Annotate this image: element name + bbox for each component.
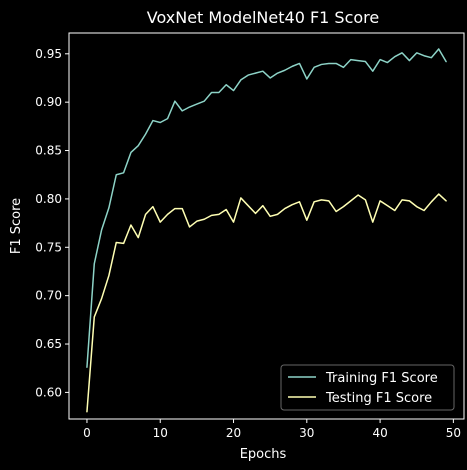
x-tick-label: 50 [446,426,461,440]
y-tick-label: 0.65 [35,337,62,351]
chart-title: VoxNet ModelNet40 F1 Score [147,8,380,27]
x-tick-label: 40 [372,426,387,440]
y-tick-label: 0.90 [35,95,62,109]
series-line-training [86,48,447,368]
y-axis: 0.60 0.65 0.70 0.75 0.80 0.85 0.90 0.95 [35,47,69,399]
y-tick-label: 0.70 [35,289,62,303]
x-axis: 0 10 20 30 40 50 [83,419,461,440]
plot-frame [68,32,465,420]
y-axis-label: F1 Score [9,198,24,254]
x-axis-label: Epochs [240,447,287,462]
y-tick-label: 0.75 [35,240,62,254]
x-tick-label: 20 [226,426,241,440]
legend-box [280,364,455,411]
y-tick-label: 0.80 [35,192,62,206]
plot-lines [86,48,447,413]
y-tick-label: 0.95 [35,47,62,61]
y-tick-label: 0.85 [35,144,62,158]
x-tick-label: 10 [153,426,168,440]
y-tick-label: 0.60 [35,385,62,399]
legend: Training F1 Score Testing F1 Score [280,364,455,411]
x-tick-label: 0 [83,426,91,440]
legend-label-training: Training F1 Score [325,371,438,386]
series-line-testing [86,193,447,413]
x-tick-label: 30 [299,426,314,440]
legend-label-testing: Testing F1 Score [325,391,432,406]
